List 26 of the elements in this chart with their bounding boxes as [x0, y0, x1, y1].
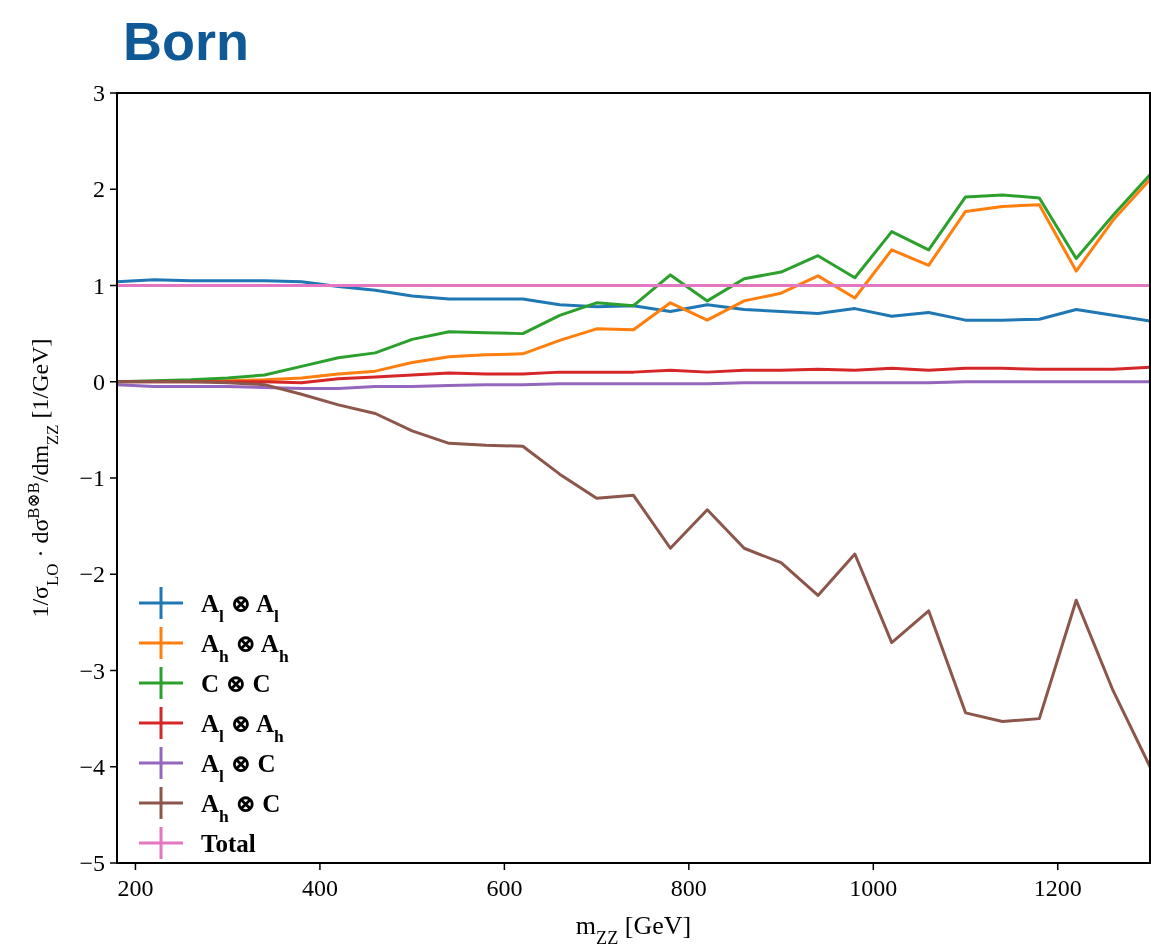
y-tick-label: 0 [93, 368, 105, 395]
legend-label: C ⊗ C [201, 670, 271, 697]
y-tick-label: 1 [93, 272, 105, 299]
line-series [117, 278, 1150, 323]
legend-label: A$_{l}$ ⊗ C [201, 750, 276, 786]
x-tick-label: 400 [301, 875, 338, 901]
y-tick-label: −2 [79, 561, 105, 588]
y-tick-label: −5 [79, 850, 105, 876]
y-tick-label: −1 [79, 465, 105, 491]
line-series [117, 380, 1150, 390]
y-tick-label: −4 [79, 753, 105, 780]
x-tick-label: 200 [117, 875, 154, 901]
x-tick-label: 600 [486, 875, 523, 901]
legend-label: Total [201, 830, 256, 857]
legend-label: A$_{h}$ ⊗ C [201, 790, 281, 826]
y-tick-label: 3 [93, 80, 105, 106]
y-tick-label: 2 [93, 176, 105, 203]
chart-title: Born [123, 11, 249, 71]
legend-label: A$_{l}$ ⊗ A$_{h}$ [201, 710, 285, 746]
legend-label: A$_{h}$ ⊗ A$_{h}$ [201, 630, 289, 666]
x-axis-title: m$_{ZZ}$ [GeV] [575, 911, 692, 948]
x-tick-label: 1000 [849, 875, 898, 901]
y-tick-label: −3 [79, 657, 105, 684]
x-tick-label: 800 [670, 875, 707, 901]
legend-label: A$_{l}$ ⊗ A$_{l}$ [201, 590, 280, 626]
x-tick-label: 1200 [1033, 875, 1082, 901]
